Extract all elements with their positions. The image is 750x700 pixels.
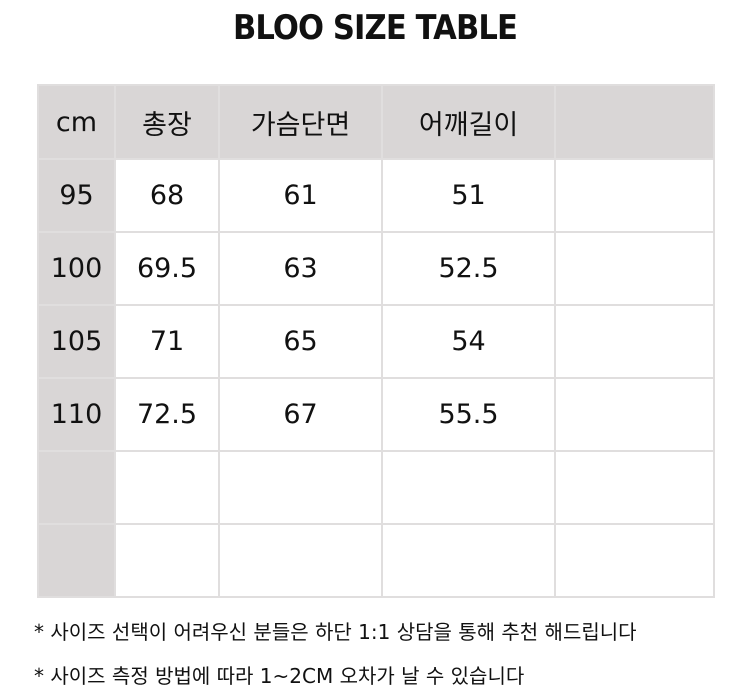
table-row: 105 71 65 54 <box>37 304 715 379</box>
measurement-cell: 55.5 <box>381 377 556 452</box>
table-row: 100 69.5 63 52.5 <box>37 231 715 306</box>
measurement-cell: 63 <box>218 231 383 306</box>
measurement-cell <box>554 304 715 379</box>
header-row: cm 총장 가슴단면 어깨길이 <box>37 84 715 160</box>
table-row: 110 72.5 67 55.5 <box>37 377 715 452</box>
note-measurement-error: * 사이즈 측정 방법에 따라 1~2CM 오차가 날 수 있습니다 <box>34 664 525 688</box>
header-cell: cm <box>37 84 116 160</box>
measurement-cell: 67 <box>218 377 383 452</box>
measurement-cell <box>381 523 556 598</box>
measurement-cell <box>554 450 715 525</box>
measurement-cell: 72.5 <box>114 377 220 452</box>
measurement-cell <box>114 450 220 525</box>
measurement-cell <box>554 377 715 452</box>
measurement-cell: 68 <box>114 158 220 233</box>
size-cell <box>37 450 116 525</box>
measurement-cell <box>554 158 715 233</box>
measurement-cell: 61 <box>218 158 383 233</box>
size-cell: 100 <box>37 231 116 306</box>
size-cell: 95 <box>37 158 116 233</box>
measurement-cell <box>381 450 556 525</box>
table-row <box>37 450 715 525</box>
measurement-cell: 65 <box>218 304 383 379</box>
measurement-cell <box>218 523 383 598</box>
measurement-cell <box>218 450 383 525</box>
measurement-cell <box>114 523 220 598</box>
table-row <box>37 523 715 598</box>
size-cell <box>37 523 116 598</box>
measurement-cell: 54 <box>381 304 556 379</box>
measurement-cell: 71 <box>114 304 220 379</box>
measurement-cell: 51 <box>381 158 556 233</box>
measurement-cell: 52.5 <box>381 231 556 306</box>
header-cell <box>554 84 715 160</box>
header-cell: 가슴단면 <box>218 84 383 160</box>
header-cell: 총장 <box>114 84 220 160</box>
measurement-cell <box>554 231 715 306</box>
page-title: BLOO SIZE TABLE <box>232 8 518 48</box>
size-cell: 105 <box>37 304 116 379</box>
note-consultation: * 사이즈 선택이 어려우신 분들은 하단 1:1 상담을 통해 추천 해드립니… <box>34 620 637 644</box>
size-table: cm 총장 가슴단면 어깨길이 95 68 61 51 100 69.5 63 52.5 105 71 65… <box>37 84 715 598</box>
table-row: 95 68 61 51 <box>37 158 715 233</box>
measurement-cell: 69.5 <box>114 231 220 306</box>
measurement-cell <box>554 523 715 598</box>
size-cell: 110 <box>37 377 116 452</box>
header-cell: 어깨길이 <box>381 84 556 160</box>
